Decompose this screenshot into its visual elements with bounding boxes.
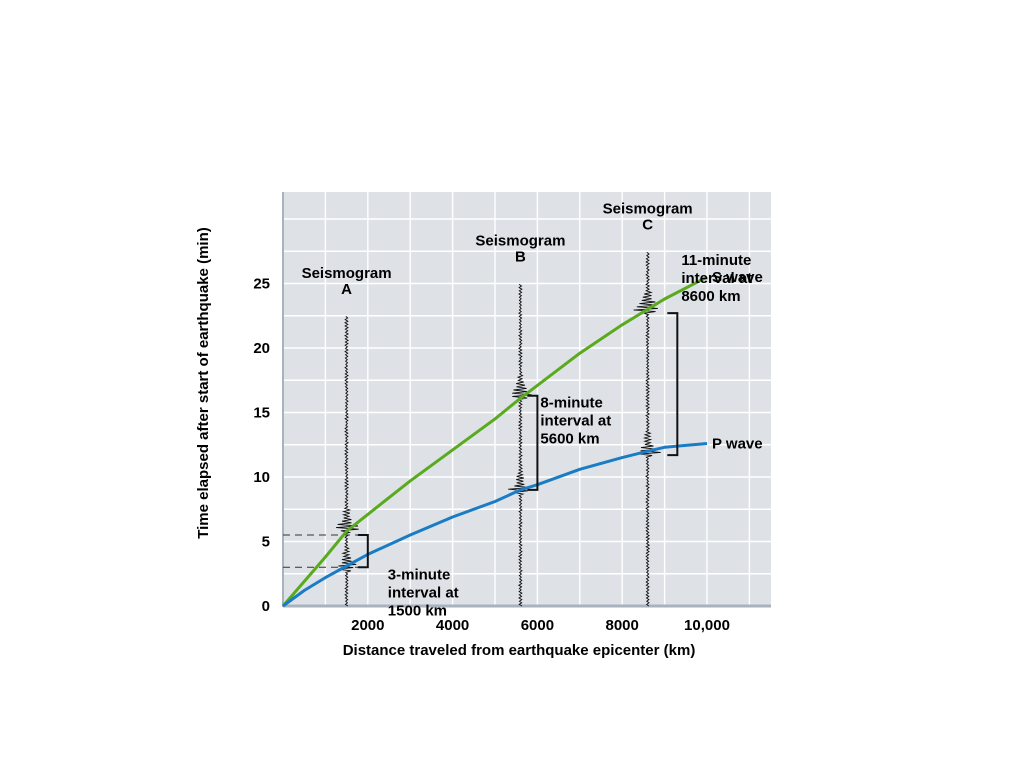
seismogram-letter: C xyxy=(642,216,653,233)
seismogram-letter: B xyxy=(515,249,526,266)
arrival-guides xyxy=(283,534,367,568)
plot-area xyxy=(283,192,771,607)
y-tick-label: 20 xyxy=(253,340,270,357)
p-wave-curve xyxy=(282,442,708,608)
seismogram-letter: A xyxy=(341,281,352,298)
seismogram-trace xyxy=(633,252,661,607)
seismogram-trace xyxy=(508,284,532,607)
x-tick-label: 2000 xyxy=(351,617,384,634)
y-tick-label: 5 xyxy=(262,534,270,551)
interval-brackets xyxy=(357,312,679,569)
y-tick-label: 25 xyxy=(253,276,270,293)
seismogram-title: Seismogram xyxy=(302,265,392,282)
y-tick-label: 10 xyxy=(253,469,270,486)
interval-label-line: 8-minute xyxy=(540,395,603,412)
interval-label-line: 3-minute xyxy=(388,566,451,583)
seismogram-trace xyxy=(335,316,359,607)
x-axis-title: Distance traveled from earthquake epicen… xyxy=(343,642,696,659)
y-tick-label: 15 xyxy=(253,405,270,422)
s-wave-curve xyxy=(281,275,708,607)
interval-label-line: 1500 km xyxy=(388,602,447,619)
interval-label-line: interval at xyxy=(388,584,459,601)
interval-label-line: 11-minute xyxy=(681,252,751,269)
wave-curves xyxy=(281,275,708,608)
grid xyxy=(283,192,771,607)
p-wave-label: P wave xyxy=(712,435,763,452)
interval-bracket xyxy=(357,534,369,569)
interval-label-line: interval at xyxy=(681,270,752,287)
y-tick-label: 0 xyxy=(262,598,270,615)
s-wave-label: S wave xyxy=(712,269,763,286)
x-tick-label: 6000 xyxy=(521,617,554,634)
y-axis-title: Time elapsed after start of earthquake (… xyxy=(195,227,212,538)
interval-label-line: 5600 km xyxy=(540,431,599,448)
seismogram-title: Seismogram xyxy=(603,200,693,217)
seismogram-title: Seismogram xyxy=(475,233,565,250)
x-tick-label: 4000 xyxy=(436,617,469,634)
labels: 2000 4000 6000 8000 10,000 0 5 10 15 20 25 Seismogr… xyxy=(253,200,763,634)
x-tick-label: 8000 xyxy=(606,617,639,634)
interval-bracket xyxy=(527,394,539,491)
interval-bracket xyxy=(667,312,679,457)
interval-label-line: interval at xyxy=(540,413,611,430)
interval-label-line: 8600 km xyxy=(681,288,740,305)
seismograms xyxy=(335,252,661,607)
x-tick-label: 10,000 xyxy=(684,617,730,634)
